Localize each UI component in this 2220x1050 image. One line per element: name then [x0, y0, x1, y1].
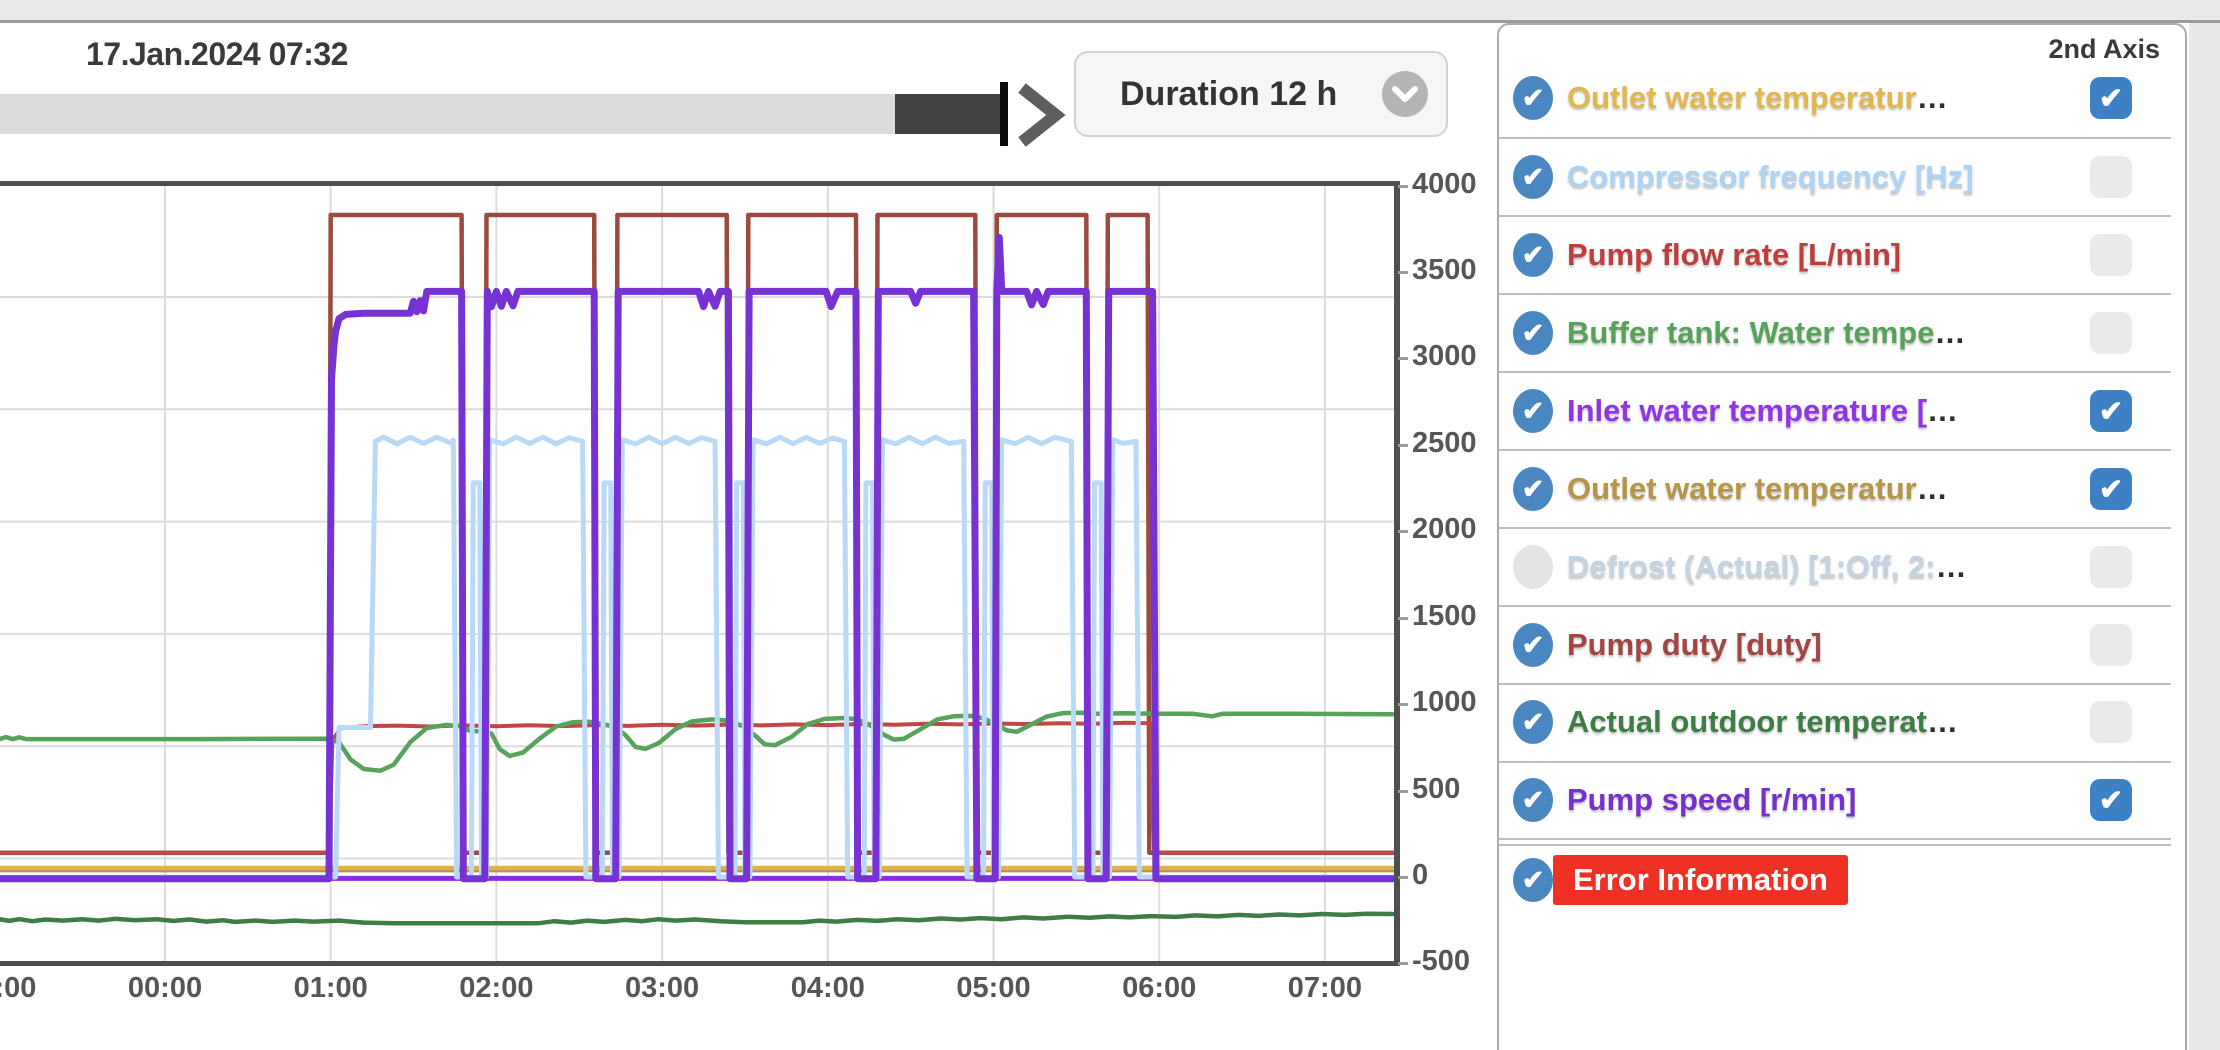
y-tick-mark — [1398, 185, 1408, 188]
chart-right-border — [1394, 181, 1400, 966]
legend-item-label: Outlet water temperatur… — [1567, 80, 1948, 116]
top-chrome-strip — [0, 0, 2220, 23]
legend-item-pump-speed-r-min[interactable]: ✔ Pump speed [r/min] ✔ — [1499, 761, 2185, 839]
series-enabled-check-icon[interactable]: ✔ — [1513, 700, 1553, 744]
second-axis-checkbox-checked[interactable]: ✔ — [2090, 390, 2132, 432]
monitoring-app-page: 17.Jan.2024 07:32 Duration 12 h 4000 3500… — [0, 0, 2220, 1050]
y-tick-mark — [1398, 530, 1408, 533]
series-compressor-frequency — [0, 437, 1393, 877]
y-tick-label: 2000 — [1412, 513, 1477, 546]
x-tick-label: 04:00 — [791, 972, 865, 1005]
x-tick-label: 05:00 — [956, 972, 1030, 1005]
y-tick-mark — [1398, 444, 1408, 447]
x-tick-label: 02:00 — [459, 972, 533, 1005]
series-enabled-check-icon[interactable]: ✔ — [1513, 778, 1553, 822]
y-tick-label: -500 — [1412, 945, 1470, 978]
y-tick-label: 4000 — [1412, 168, 1477, 201]
second-axis-checkbox-unchecked[interactable] — [2090, 624, 2132, 666]
second-axis-checkbox-unchecked[interactable] — [2090, 156, 2132, 198]
chart-bottom-border — [0, 961, 1400, 966]
second-axis-checkbox-unchecked[interactable] — [2090, 312, 2132, 354]
legend-item-label: Pump duty [duty] — [1567, 627, 1822, 663]
legend-item-compressor-frequency-hz[interactable]: ✔ Compressor frequency [Hz] — [1499, 138, 2185, 216]
series-buffer-tank-water-temperature — [0, 713, 1393, 771]
chevron-right-icon — [1014, 80, 1066, 150]
legend-item-buffer-tank-water-tempe[interactable]: ✔ Buffer tank: Water tempe… — [1499, 294, 2185, 372]
page-right-margin — [2189, 23, 2220, 1050]
series-enabled-check-icon[interactable]: ✔ — [1513, 311, 1553, 355]
y-tick-label: 2500 — [1412, 427, 1477, 460]
x-tick-label: 07:00 — [1288, 972, 1362, 1005]
legend-item-label: Pump speed [r/min] — [1567, 782, 1856, 818]
series-enabled-check-icon[interactable]: ✔ — [1513, 623, 1553, 667]
y-tick-mark — [1398, 703, 1408, 706]
truncation-ellipsis: … — [1927, 393, 1958, 428]
y-tick-mark — [1398, 790, 1408, 793]
second-axis-checkbox-checked[interactable]: ✔ — [2090, 779, 2132, 821]
series-actual-outdoor-temperature — [0, 914, 1393, 924]
x-tick-label: 23:00 — [0, 972, 36, 1005]
y-tick-mark — [1398, 271, 1408, 274]
x-tick-label: 01:00 — [294, 972, 368, 1005]
second-axis-checkbox-unchecked[interactable] — [2090, 701, 2132, 743]
second-axis-checkbox-unchecked[interactable] — [2090, 234, 2132, 276]
legend-item-label: Pump flow rate [L/min] — [1567, 237, 1901, 273]
truncation-ellipsis: … — [1927, 704, 1958, 739]
legend-item-defrost-actual-1-off-2[interactable]: Defrost (Actual) [1:Off, 2:… — [1499, 528, 2185, 606]
x-tick-label: 06:00 — [1122, 972, 1196, 1005]
legend-item-label: Buffer tank: Water tempe… — [1567, 315, 1965, 351]
current-datetime-label: 17.Jan.2024 07:32 — [86, 36, 348, 73]
truncation-ellipsis: … — [1936, 549, 1967, 584]
legend-item-pump-duty-duty[interactable]: ✔ Pump duty [duty] — [1499, 606, 2185, 684]
truncation-ellipsis: … — [1917, 471, 1948, 506]
series-enabled-check-icon[interactable]: ✔ — [1513, 76, 1553, 120]
error-information-badge: Error Information — [1553, 855, 1848, 905]
duration-dropdown-button[interactable]: Duration 12 h — [1074, 51, 1448, 137]
y-tick-mark — [1398, 357, 1408, 360]
legend-item-label: Defrost (Actual) [1:Off, 2:… — [1567, 549, 1967, 585]
y-tick-label: 1500 — [1412, 600, 1477, 633]
legend-item-label: Outlet water temperatur… — [1567, 471, 1948, 507]
x-tick-label: 00:00 — [128, 972, 202, 1005]
duration-dropdown-label: Duration 12 h — [1120, 75, 1337, 114]
y-tick-label: 0 — [1412, 859, 1428, 892]
series-disabled-circle-icon[interactable] — [1513, 545, 1553, 589]
second-axis-checkbox-checked[interactable]: ✔ — [2090, 468, 2132, 510]
legend-item-error-information[interactable]: ✔Error Information — [1499, 841, 2185, 919]
timeseries-chart-plot-area[interactable] — [0, 186, 1394, 961]
time-scrubber-caret — [1000, 82, 1008, 146]
legend-item-actual-outdoor-temperat[interactable]: ✔ Actual outdoor temperat… — [1499, 683, 2185, 761]
y-tick-label: 3000 — [1412, 340, 1477, 373]
step-forward-button[interactable] — [1014, 80, 1066, 150]
legend-item-label: Inlet water temperature [… — [1567, 393, 1958, 429]
time-scrubber-track[interactable] — [0, 94, 896, 134]
y-tick-mark — [1398, 962, 1408, 965]
y-tick-label: 3500 — [1412, 254, 1477, 287]
time-scrubber-handle[interactable] — [895, 94, 1001, 134]
legend-item-inlet-water-temperature[interactable]: ✔ Inlet water temperature [… ✔ — [1499, 372, 2185, 450]
legend-item-label: Actual outdoor temperat… — [1567, 704, 1958, 740]
legend-item-outlet-water-temperatur[interactable]: ✔ Outlet water temperatur… ✔ — [1499, 450, 2185, 528]
y-tick-mark — [1398, 617, 1408, 620]
series-enabled-check-icon[interactable]: ✔ — [1513, 467, 1553, 511]
x-tick-label: 03:00 — [625, 972, 699, 1005]
series-enabled-check-icon[interactable]: ✔ — [1513, 233, 1553, 277]
second-axis-checkbox-unchecked[interactable] — [2090, 546, 2132, 588]
y-tick-mark — [1398, 876, 1408, 879]
legend-item-outlet-water-temperatur[interactable]: ✔ Outlet water temperatur… ✔ — [1499, 59, 2185, 137]
series-enabled-check-icon[interactable]: ✔ — [1513, 858, 1553, 902]
y-tick-label: 1000 — [1412, 686, 1477, 719]
second-axis-checkbox-checked[interactable]: ✔ — [2090, 77, 2132, 119]
series-pump-flow-rate — [0, 723, 1393, 853]
series-pump-speed — [0, 238, 1393, 879]
truncation-ellipsis: … — [1934, 315, 1965, 350]
y-tick-label: 500 — [1412, 773, 1460, 806]
chevron-down-icon — [1382, 71, 1428, 117]
legend-item-label: Compressor frequency [Hz] — [1567, 159, 1974, 195]
series-enabled-check-icon[interactable]: ✔ — [1513, 389, 1553, 433]
legend-item-pump-flow-rate-l-min[interactable]: ✔ Pump flow rate [L/min] — [1499, 216, 2185, 294]
series-pump-duty — [0, 215, 1393, 853]
series-enabled-check-icon[interactable]: ✔ — [1513, 155, 1553, 199]
truncation-ellipsis: … — [1917, 80, 1948, 115]
